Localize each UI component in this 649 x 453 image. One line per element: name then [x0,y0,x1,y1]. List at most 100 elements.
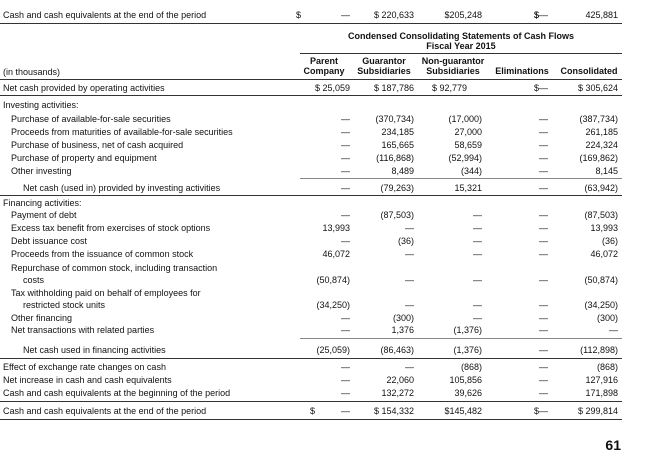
consolidated-value: 425,881 [585,10,618,20]
row-label: Tax withholding paid on behalf of employ… [11,288,201,298]
divider [0,358,622,359]
subtotal-rule [300,338,622,339]
eliminations-value: — [539,210,548,220]
withholding-row-line1: Tax withholding paid on behalf of employ… [0,287,649,299]
col-head-consolidated: Consolidated [560,66,618,76]
parent-value: — [341,375,350,385]
col-head-nonguarantor-line2: Subsidiaries [426,66,480,76]
nonguarantor-value: — [473,210,482,220]
nonguarantor-value: — [473,236,482,246]
operating-row: Net cash provided by operating activitie… [0,82,649,94]
nonguarantor-value: 39,626 [454,388,482,398]
other-financing-row: Other financing — (300) — — (300) [0,312,649,324]
parent-value: — [341,183,350,193]
end-cash-row: Cash and cash equivalents at the end of … [0,405,649,417]
row-label: Purchase of business, net of cash acquir… [11,140,184,150]
investing-heading-row: Investing activities: [0,99,649,111]
section-heading: Financing activities: [3,198,82,208]
table-row: Purchase of available-for-sale securitie… [0,113,649,125]
nonguarantor-value: — [473,223,482,233]
parent-value: — [341,210,350,220]
row-label: Effect of exchange rate changes on cash [3,362,166,372]
parent-value: — [341,10,350,20]
row-label: Payment of debt [11,210,77,220]
row-label: Other financing [11,313,73,323]
title-underline [300,53,622,54]
consolidated-value: 8,145 [595,166,618,176]
parent-value: — [341,166,350,176]
withholding-row: restricted stock units (34,250) — — — (3… [0,299,649,311]
table-row: Other investing — 8,489 (344) — 8,145 [0,165,649,177]
consolidated-value: $ 305,624 [577,83,618,93]
eliminations-value: — [539,183,548,193]
row-label: costs [23,275,45,285]
row-label: Net cash provided by operating activitie… [3,83,165,93]
page-number: 61 [605,437,621,453]
table-row: Debt issuance cost — (36) — — (36) [0,235,649,247]
row-label: Proceeds from maturities of available-fo… [11,127,233,137]
eliminations-value: — [539,275,548,285]
table-row: Purchase of business, net of cash acquir… [0,139,649,151]
consolidated-value: (112,898) [580,345,618,355]
guarantor-value: 1,376 [391,325,414,335]
nonguarantor-value: $205,248 [444,10,482,20]
parent-value: — [341,388,350,398]
eliminations-value: $— [533,406,548,416]
currency-symbol: $ [296,10,302,20]
eliminations-value: — [539,375,548,385]
financing-heading-row: Financing activities: [0,197,649,209]
row-label: Cash and cash equivalents at the end of … [3,406,207,416]
row-label: Net transactions with related parties [11,325,155,335]
parent-value: — [341,313,350,323]
consolidated-value: $ 299,814 [577,406,618,416]
nonguarantor-value: — [473,313,482,323]
parent-value: — [341,325,350,335]
eliminations-value: $— [533,10,548,20]
guarantor-value: — [405,275,414,285]
consolidated-value: 261,185 [585,127,618,137]
guarantor-value: — [405,362,414,372]
parent-value: — [341,153,350,163]
consolidated-value: (50,874) [584,275,618,285]
col-head-parent-line2: Company [303,66,345,76]
guarantor-value: $ 187,786 [373,83,414,93]
eliminations-value: — [539,345,548,355]
eliminations-value: — [539,153,548,163]
divider [0,95,622,96]
subtotal-rule [300,178,622,179]
guarantor-value: 22,060 [386,375,414,385]
consolidated-value: — [609,325,618,335]
divider [0,195,622,196]
nonguarantor-value: (1,376) [453,325,482,335]
guarantor-value: (36) [397,236,414,246]
guarantor-value: 132,272 [381,388,414,398]
consolidated-value: (387,734) [579,114,618,124]
col-head-eliminations: Eliminations [495,66,549,76]
guarantor-value: 234,185 [381,127,414,137]
nonguarantor-value: 27,000 [454,127,482,137]
col-head-parent-line1: Parent [309,56,338,66]
consolidated-value: 127,916 [585,375,618,385]
nonguarantor-value: — [473,275,482,285]
eliminations-value: — [539,223,548,233]
parent-value: (25,059) [316,345,350,355]
nonguarantor-value: (1,376) [453,345,482,355]
consolidated-value: (300) [596,313,618,323]
row-label: restricted stock units [23,300,106,310]
col-head-nonguarantor: Non-guarantor Subsidiaries [418,56,488,76]
repurchase-row-line1: Repurchase of common stock, including tr… [0,262,649,274]
guarantor-value: (87,503) [380,210,414,220]
col-head-guarantor-line2: Subsidiaries [357,66,411,76]
guarantor-value: (116,868) [376,153,414,163]
title-line-1: Condensed Consolidating Statements of Ca… [347,31,575,41]
row-label: Purchase of available-for-sale securitie… [11,114,171,124]
parent-value: — [341,362,350,372]
eliminations-value: — [539,249,548,259]
guarantor-value: — [405,249,414,259]
consolidated-value: (87,503) [584,210,618,220]
row-label: Net increase in cash and cash equivalent… [3,375,172,385]
nonguarantor-value: $ 92,779 [432,83,468,93]
eliminations-value: — [539,166,548,176]
parent-value: — [341,127,350,137]
